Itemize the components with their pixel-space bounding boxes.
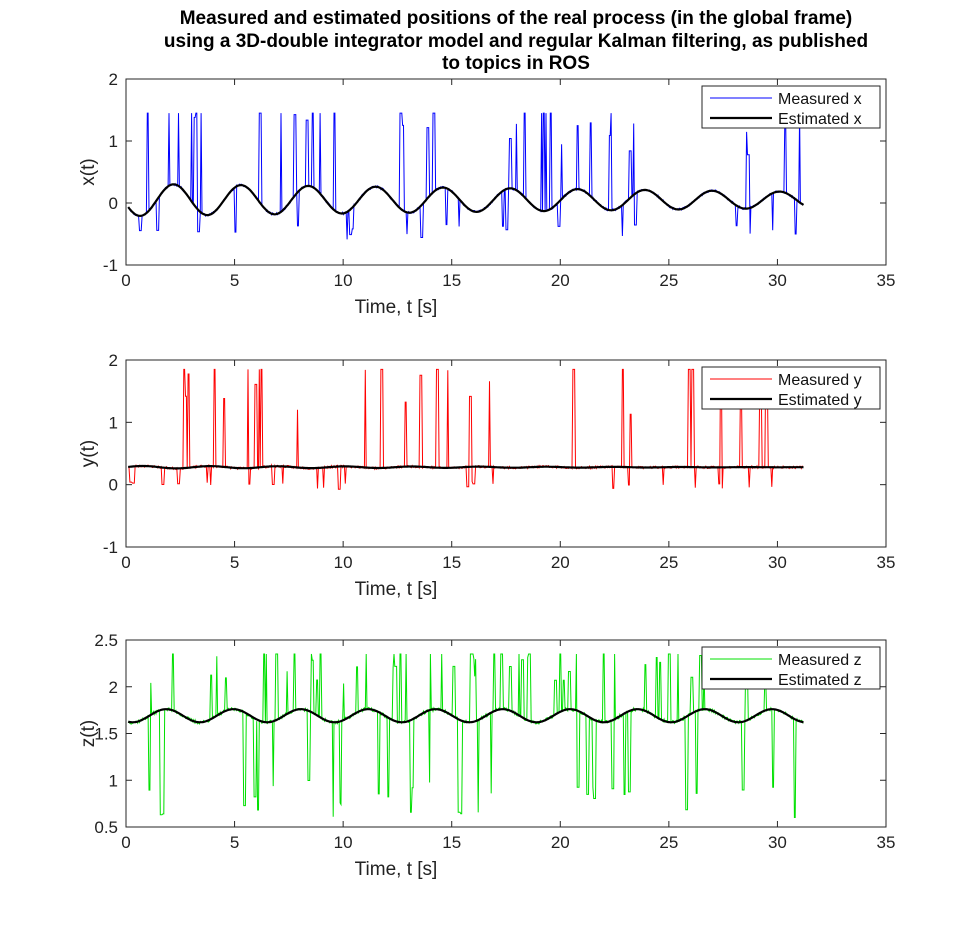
figure-title-line-2: using a 3D-double integrator model and r… xyxy=(164,31,868,52)
x-tick-label-x: 20 xyxy=(551,271,570,290)
x-tick-label-z: 30 xyxy=(768,833,787,852)
x-tick-label-z: 20 xyxy=(551,833,570,852)
series-estimated-y xyxy=(128,464,804,470)
x-axis-label-z: Time, t [s] xyxy=(355,859,438,880)
x-tick-label-z: 10 xyxy=(334,833,353,852)
y-tick-label-z: 2 xyxy=(109,678,118,697)
x-tick-label-x: 5 xyxy=(230,271,239,290)
legend-label-estimated-y: Estimated y xyxy=(778,392,862,409)
figure-title: Measured and estimated positions of the … xyxy=(164,8,868,74)
legend-label-measured-x: Measured x xyxy=(778,91,862,108)
y-axis-label-z: z(t) xyxy=(78,720,99,747)
legend-box-y xyxy=(701,366,881,410)
y-tick-label-z: 0.5 xyxy=(94,818,118,837)
legend-x: Measured x Estimated x xyxy=(701,85,881,129)
x-tick-label-z: 0 xyxy=(121,833,130,852)
x-tick-label-z: 15 xyxy=(442,833,461,852)
x-tick-label-x: 15 xyxy=(442,271,461,290)
y-tick-label-x: -1 xyxy=(103,256,118,275)
x-tick-label-y: 0 xyxy=(121,553,130,572)
x-tick-label-y: 15 xyxy=(442,553,461,572)
y-tick-label-z: 1 xyxy=(109,771,118,790)
y-tick-label-y: -1 xyxy=(103,538,118,557)
x-tick-label-z: 35 xyxy=(877,833,896,852)
x-tick-label-y: 5 xyxy=(230,553,239,572)
legend-label-measured-z: Measured z xyxy=(778,652,862,669)
x-tick-label-x: 10 xyxy=(334,271,353,290)
subplot-z: 0 5 10 15 20 25 30 35 0.5 1 1.5 2 2.5 Time, t [s] z(t)… xyxy=(78,631,895,880)
y-tick-label-y: 2 xyxy=(109,351,118,370)
x-tick-label-y: 20 xyxy=(551,553,570,572)
x-tick-label-y: 25 xyxy=(659,553,678,572)
x-axis-label-y: Time, t [s] xyxy=(355,579,438,600)
legend-y: Measured y Estimated y xyxy=(701,366,881,410)
x-tick-label-y: 35 xyxy=(877,553,896,572)
figure-title-line-1: Measured and estimated positions of the … xyxy=(180,8,853,29)
x-tick-label-x: 25 xyxy=(659,271,678,290)
series-estimated-x xyxy=(127,183,805,218)
y-axis-label-y: y(t) xyxy=(78,440,99,467)
legend-label-estimated-x: Estimated x xyxy=(778,111,862,128)
x-tick-label-z: 25 xyxy=(659,833,678,852)
legend-z: Measured z Estimated z xyxy=(701,646,881,690)
series-estimated-z xyxy=(127,708,804,724)
x-tick-label-y: 10 xyxy=(334,553,353,572)
legend-box-x xyxy=(701,85,881,129)
y-tick-label-x: 1 xyxy=(109,132,118,151)
y-tick-label-z: 1.5 xyxy=(94,725,118,744)
x-axis-label-x: Time, t [s] xyxy=(355,297,438,318)
y-tick-label-z: 2.5 xyxy=(94,631,118,650)
y-axis-label-x: x(t) xyxy=(78,158,99,185)
x-tick-label-x: 35 xyxy=(877,271,896,290)
legend-box-z xyxy=(701,646,881,690)
figure-title-line-3: to topics in ROS xyxy=(442,53,590,74)
y-tick-label-y: 1 xyxy=(109,413,118,432)
y-tick-label-x: 2 xyxy=(109,70,118,89)
y-tick-label-x: 0 xyxy=(109,194,118,213)
x-tick-label-z: 5 xyxy=(230,833,239,852)
x-tick-label-y: 30 xyxy=(768,553,787,572)
x-tick-label-x: 0 xyxy=(121,271,130,290)
legend-label-estimated-z: Estimated z xyxy=(778,672,862,689)
y-tick-label-y: 0 xyxy=(109,476,118,495)
legend-label-measured-y: Measured y xyxy=(778,372,862,389)
x-tick-label-x: 30 xyxy=(768,271,787,290)
